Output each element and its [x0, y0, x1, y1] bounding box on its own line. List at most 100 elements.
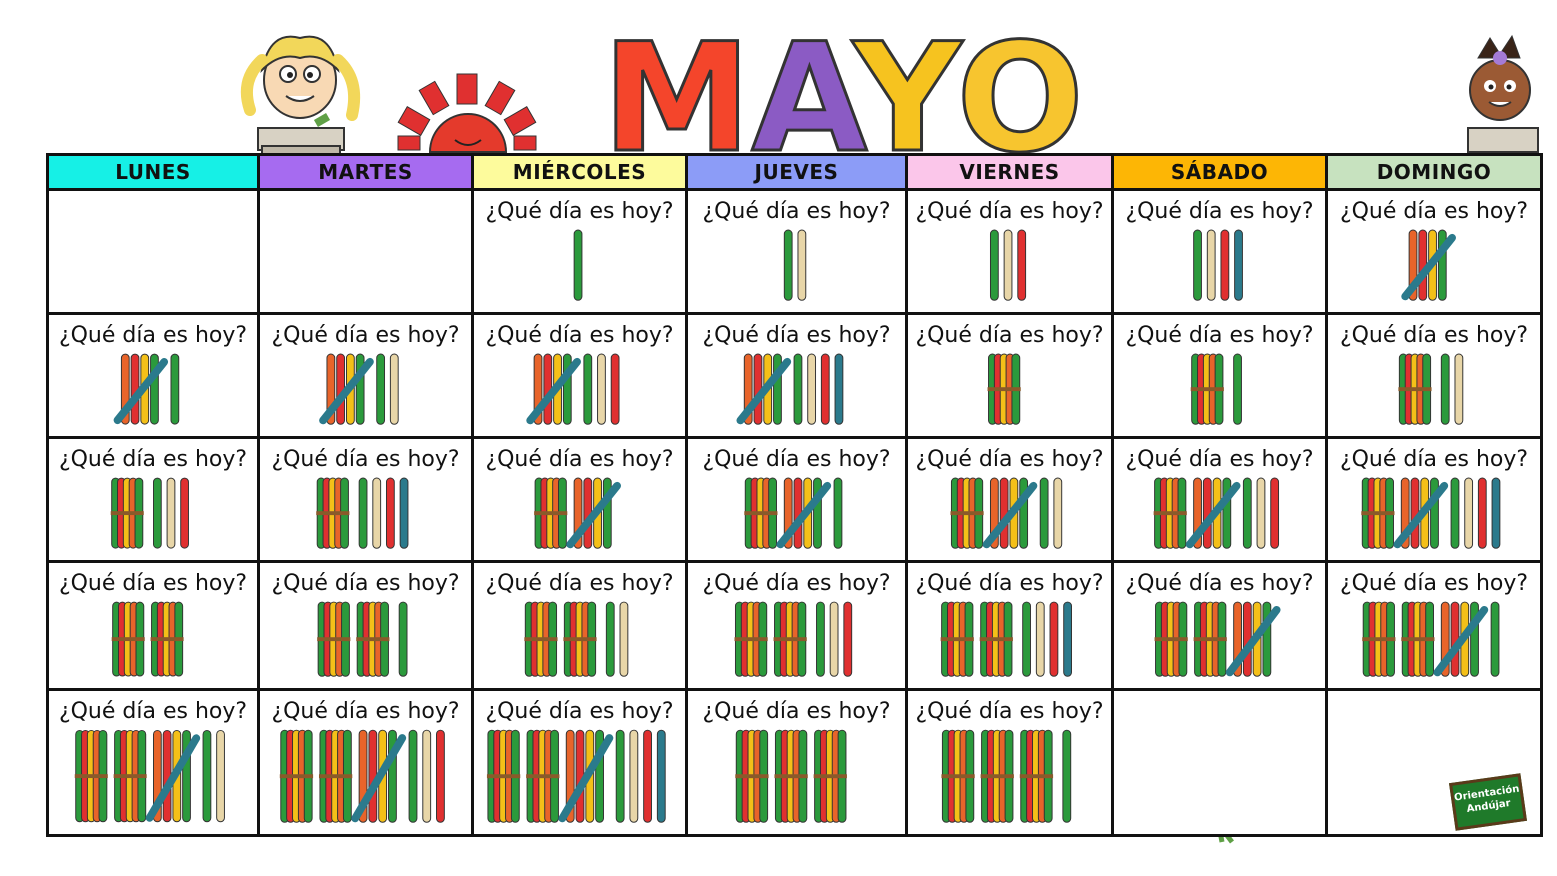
stick — [202, 729, 212, 823]
stick — [389, 353, 399, 425]
bundle-band — [980, 774, 1014, 779]
empty-day-cell — [46, 191, 260, 315]
day-cell: ¿Qué día es hoy? — [260, 563, 474, 691]
stick — [597, 353, 606, 425]
stick — [656, 729, 666, 823]
stick — [372, 477, 382, 549]
bundle-band — [734, 637, 768, 642]
day-cell: ¿Qué día es hoy? — [474, 191, 688, 315]
day-prompt: ¿Qué día es hoy? — [1125, 571, 1314, 596]
bundle-band — [1361, 511, 1395, 516]
stick — [1003, 229, 1013, 301]
stick — [834, 353, 844, 425]
day-cell: ¿Qué día es hoy? — [908, 439, 1114, 563]
day-cell: ¿Qué día es hoy? — [1328, 439, 1543, 563]
bundle-band — [74, 774, 108, 779]
day-sticks — [987, 353, 1021, 425]
day-cell: ¿Qué día es hoy? — [46, 315, 260, 439]
tally-stroke — [1225, 605, 1281, 677]
day-cell: ¿Qué día es hoy? — [908, 563, 1114, 691]
stick — [1477, 477, 1487, 549]
stick — [807, 353, 817, 425]
stick — [1233, 353, 1242, 425]
bundle-band — [987, 387, 1021, 392]
stick — [1039, 477, 1049, 549]
day-cell: ¿Qué día es hoy? — [1114, 563, 1328, 691]
day-sticks — [319, 353, 399, 425]
stick — [1193, 229, 1202, 301]
stick — [829, 601, 839, 677]
bundle-band — [1153, 511, 1187, 516]
day-cell: ¿Qué día es hoy? — [1328, 315, 1543, 439]
day-cell: ¿Qué día es hoy? — [46, 563, 260, 691]
stick — [629, 729, 639, 823]
day-prompt: ¿Qué día es hoy? — [485, 323, 674, 348]
day-cell: ¿Qué día es hoy? — [908, 691, 1114, 837]
day-sticks — [113, 353, 180, 425]
day-cell: ¿Qué día es hoy? — [474, 315, 688, 439]
stick — [989, 229, 999, 301]
stick — [170, 353, 180, 425]
day-cell: ¿Qué día es hoy? — [688, 191, 908, 315]
bundle-band — [110, 511, 144, 516]
stick — [643, 729, 652, 823]
day-header-2: MARTES — [260, 153, 474, 191]
bundle-band — [318, 774, 353, 779]
day-prompt: ¿Qué día es hoy? — [1339, 447, 1529, 472]
day-cell: ¿Qué día es hoy? — [260, 691, 474, 837]
bundle-band — [813, 774, 847, 779]
stick — [1053, 477, 1063, 549]
day-cell: ¿Qué día es hoy? — [1114, 191, 1328, 315]
stick — [153, 477, 162, 549]
day-sticks — [317, 601, 408, 677]
bundle-band — [774, 774, 808, 779]
stick — [1440, 353, 1450, 425]
bundle-band — [1019, 774, 1054, 779]
day-sticks — [1398, 353, 1464, 425]
bundle-band — [111, 637, 145, 642]
stick — [1017, 229, 1027, 301]
day-prompt: ¿Qué día es hoy? — [702, 447, 891, 472]
stick — [1062, 729, 1072, 823]
bundle-band — [524, 637, 558, 642]
stick — [216, 729, 225, 823]
day-cell: ¿Qué día es hoy? — [908, 315, 1114, 439]
day-sticks — [486, 729, 666, 823]
day-cell: ¿Qué día es hoy? — [1114, 315, 1328, 439]
day-sticks — [940, 601, 1072, 677]
day-sticks — [1190, 353, 1242, 425]
day-sticks — [74, 729, 225, 823]
bundle-band — [486, 774, 521, 779]
day-sticks — [989, 229, 1027, 301]
stick — [1450, 477, 1460, 549]
empty-day-cell — [260, 191, 474, 315]
tally-stroke — [351, 734, 407, 823]
day-sticks — [744, 477, 843, 549]
stick — [610, 353, 620, 425]
stick — [1022, 601, 1031, 677]
stick — [1454, 353, 1464, 425]
stick — [436, 729, 445, 823]
empty-day-cell — [1114, 691, 1328, 837]
day-cell: ¿Qué día es hoy? — [1114, 439, 1328, 563]
stick — [408, 729, 418, 823]
day-header-1: LUNES — [46, 153, 260, 191]
day-cell: ¿Qué día es hoy? — [46, 691, 260, 837]
bundle-band — [979, 637, 1013, 642]
girl-illustration — [241, 35, 361, 161]
day-sticks — [1362, 601, 1500, 677]
day-sticks — [524, 601, 629, 677]
day-prompt: ¿Qué día es hoy? — [485, 571, 674, 596]
stick — [619, 601, 629, 677]
bundle-band — [534, 511, 568, 516]
bundle-band — [1401, 637, 1435, 642]
day-cell: ¿Qué día es hoy? — [474, 691, 688, 837]
day-cell: ¿Qué día es hoy? — [688, 315, 908, 439]
day-sticks — [279, 729, 445, 823]
bundle-band — [1154, 637, 1188, 642]
day-sticks — [534, 477, 621, 549]
stick — [615, 729, 625, 823]
stick — [1490, 601, 1500, 677]
day-sticks — [950, 477, 1063, 549]
stick — [816, 601, 825, 677]
